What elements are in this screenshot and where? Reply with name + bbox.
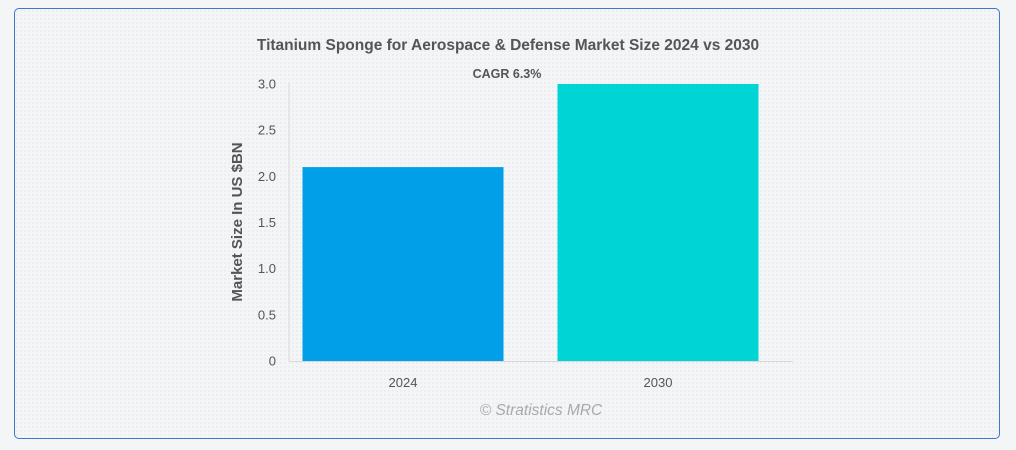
y-tick-label: 1.5 xyxy=(258,215,276,230)
y-tick-label: 2.0 xyxy=(258,169,276,184)
y-tick-label: 2.5 xyxy=(258,123,276,138)
credit-text: © Stratistics MRC xyxy=(480,402,603,419)
chart-card xyxy=(14,8,1000,439)
bar-2030 xyxy=(557,84,759,361)
y-tick-label: 1.0 xyxy=(258,261,276,276)
bar-2024 xyxy=(302,167,504,361)
y-tick-label: 0 xyxy=(269,354,276,369)
y-tick-label: 3.0 xyxy=(258,77,276,92)
chart-title: Titanium Sponge for Aerospace & Defense … xyxy=(257,37,759,54)
x-tick-label: 2030 xyxy=(644,375,673,390)
y-ticks: 0 0.5 1.0 1.5 2.0 2.5 3.0 xyxy=(258,77,276,369)
y-axis-label: Market Size In US $BN xyxy=(229,142,246,301)
bars xyxy=(302,84,759,361)
x-tick-label: 2024 xyxy=(389,375,418,390)
cagr-annotation: CAGR 6.3% xyxy=(473,67,542,81)
y-tick-label: 0.5 xyxy=(258,307,276,322)
x-ticks: 2024 2030 xyxy=(389,375,673,390)
